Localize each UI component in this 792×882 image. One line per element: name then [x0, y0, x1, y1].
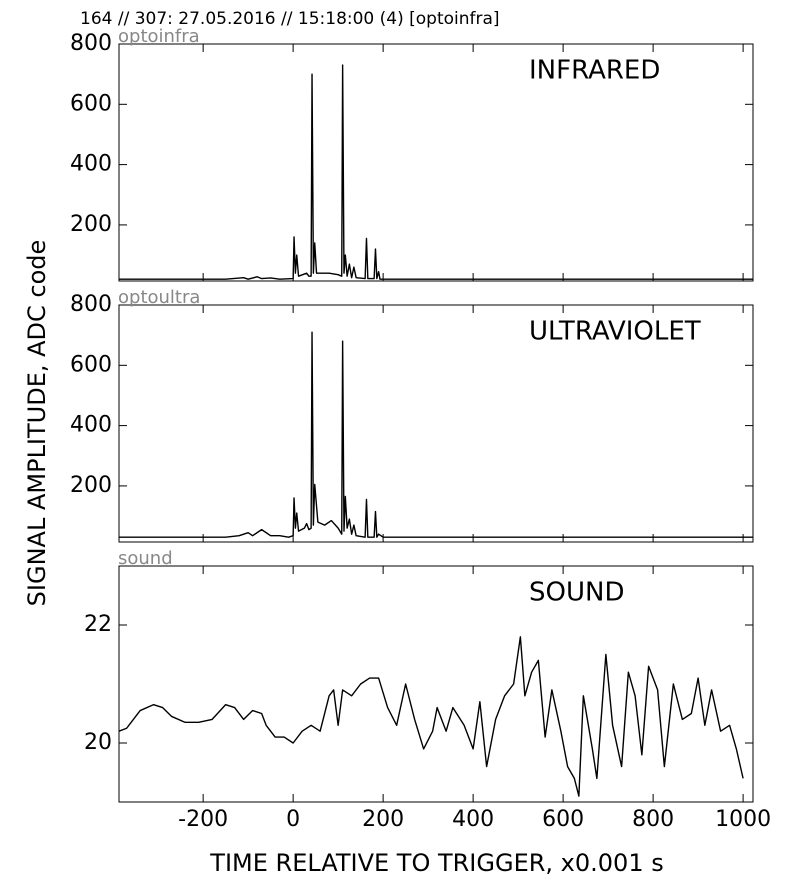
- y-tick-label: 400: [70, 152, 112, 177]
- y-tick-label: 600: [70, 352, 112, 377]
- y-tick-label: 400: [70, 413, 112, 438]
- x-axis-label: TIME RELATIVE TO TRIGGER, x0.001 s: [209, 849, 663, 877]
- plot-frame: [118, 304, 754, 543]
- panel-title: ULTRAVIOLET: [529, 317, 701, 347]
- x-tick-label: 600: [542, 807, 584, 832]
- panel-title: INFRARED: [529, 56, 660, 86]
- y-tick-label: 20: [84, 730, 112, 755]
- plot-frame: [118, 565, 754, 803]
- x-tick-label: 1000: [715, 807, 771, 832]
- y-tick-label: 800: [70, 31, 112, 56]
- y-tick-label: 600: [70, 91, 112, 116]
- y-axis-label: SIGNAL AMPLITUDE, ADC code: [23, 240, 51, 607]
- panel-label: sound: [118, 548, 173, 569]
- signal-line: [118, 636, 744, 797]
- x-tick-label: 200: [362, 807, 404, 832]
- x-tick-label: 0: [286, 807, 300, 832]
- signal-line: [119, 331, 753, 538]
- y-tick-label: 200: [70, 212, 112, 237]
- signal-line: [119, 64, 753, 280]
- plot-frame: [118, 43, 754, 282]
- panel-title: SOUND: [529, 578, 624, 608]
- panel-label: optoultra: [118, 287, 200, 308]
- x-tick-label: 800: [632, 807, 674, 832]
- header: 164 // 307: 27.05.2016 // 15:18:00 (4) […: [80, 9, 500, 29]
- x-tick-label: -200: [178, 807, 228, 832]
- x-tick-label: 400: [452, 807, 494, 832]
- y-tick-label: 22: [84, 612, 112, 637]
- y-tick-label: 800: [70, 292, 112, 317]
- panel-label: optoinfra: [118, 26, 200, 47]
- y-tick-label: 200: [70, 473, 112, 498]
